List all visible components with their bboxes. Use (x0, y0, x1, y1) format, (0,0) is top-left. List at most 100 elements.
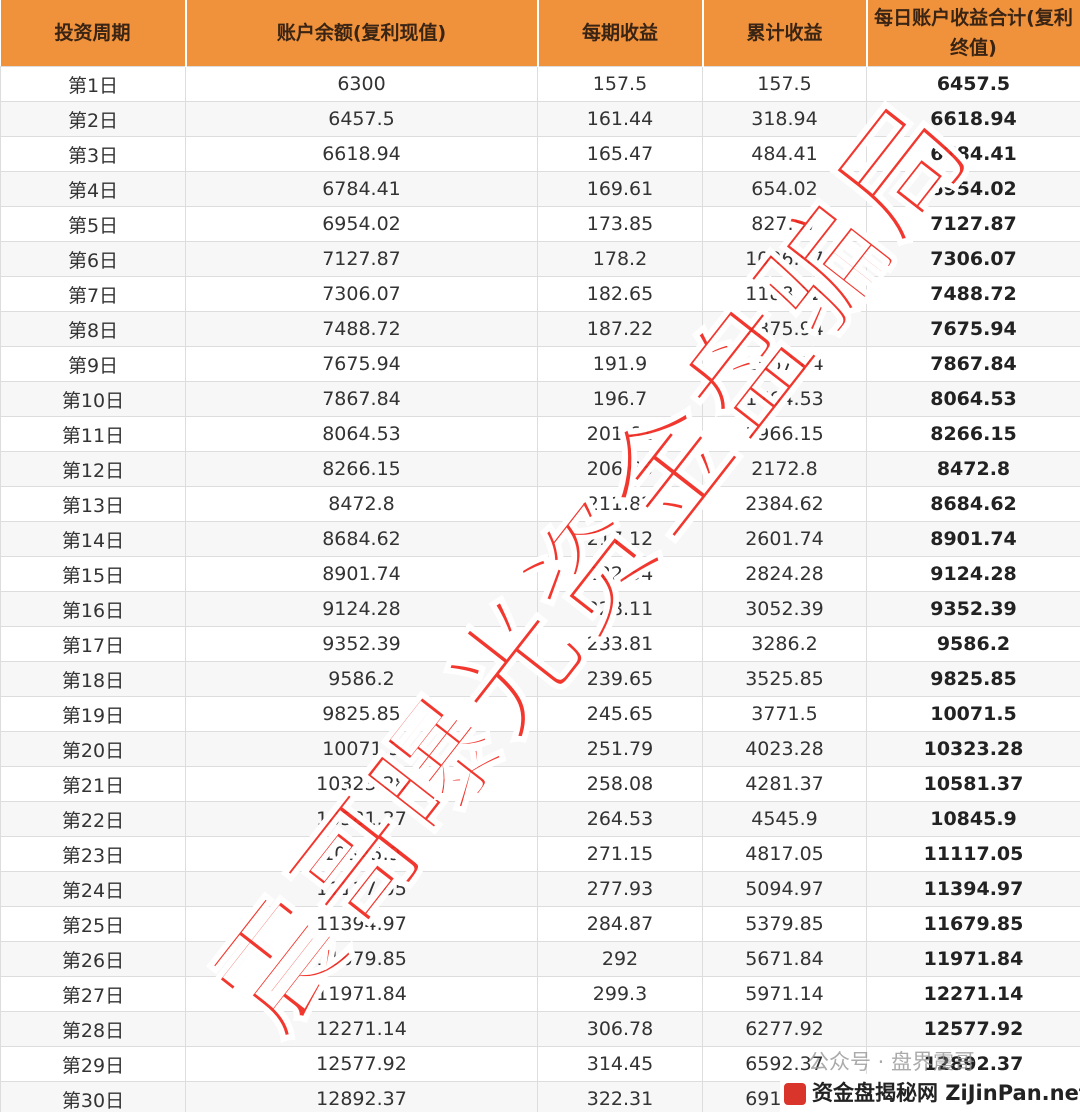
value-cell: 1006.07 (702, 241, 867, 277)
value-cell: 10071.5 (866, 696, 1080, 732)
value-cell: 245.65 (537, 696, 703, 732)
period-cell: 第10日 (0, 381, 186, 417)
table-row: 第20日 10071.5 251.79 4023.28 10323.28 (0, 731, 1080, 767)
value-cell: 6457.5 (866, 66, 1080, 102)
table-row: 第25日 11394.97 284.87 5379.85 11679.85 (0, 906, 1080, 942)
period-cell: 第28日 (0, 1011, 186, 1047)
value-cell: 4023.28 (702, 731, 867, 767)
table-row: 第21日 10323.28 258.08 4281.37 10581.37 (0, 766, 1080, 802)
value-cell: 7675.94 (866, 311, 1080, 347)
value-cell: 10581.37 (866, 766, 1080, 802)
table-row: 第6日 7127.87 178.2 1006.07 7306.07 (0, 241, 1080, 277)
value-cell: 7488.72 (185, 311, 538, 347)
value-cell: 206.65 (537, 451, 703, 487)
value-cell: 6784.41 (185, 171, 538, 207)
value-cell: 11394.97 (866, 871, 1080, 907)
value-cell: 9352.39 (185, 626, 538, 662)
period-cell: 第13日 (0, 486, 186, 522)
period-cell: 第19日 (0, 696, 186, 732)
value-cell: 8901.74 (866, 521, 1080, 557)
value-cell: 9124.28 (185, 591, 538, 627)
value-cell: 9586.2 (185, 661, 538, 697)
value-cell: 1764.53 (702, 381, 867, 417)
value-cell: 6784.41 (866, 136, 1080, 172)
value-cell: 1567.84 (702, 346, 867, 382)
value-cell: 239.65 (537, 661, 703, 697)
period-cell: 第24日 (0, 871, 186, 907)
value-cell: 211.82 (537, 486, 703, 522)
value-cell: 7127.87 (185, 241, 538, 277)
table-row: 第9日 7675.94 191.9 1567.84 7867.84 (0, 346, 1080, 382)
value-cell: 6618.94 (185, 136, 538, 172)
value-cell: 7867.84 (185, 381, 538, 417)
table-row: 第2日 6457.5 161.44 318.94 6618.94 (0, 101, 1080, 137)
table-row: 第5日 6954.02 173.85 827.87 7127.87 (0, 206, 1080, 242)
value-cell: 6457.5 (185, 101, 538, 137)
value-cell: 3052.39 (702, 591, 867, 627)
value-cell: 8684.62 (185, 521, 538, 557)
value-cell: 306.78 (537, 1011, 703, 1047)
table-row: 第8日 7488.72 187.22 1375.94 7675.94 (0, 311, 1080, 347)
value-cell: 161.44 (537, 101, 703, 137)
value-cell: 8064.53 (866, 381, 1080, 417)
site-text: 资金盘揭秘网 ZiJinPan.net (812, 1081, 1080, 1105)
value-cell: 228.11 (537, 591, 703, 627)
value-cell: 12892.37 (185, 1081, 538, 1112)
value-cell: 1375.94 (702, 311, 867, 347)
value-cell: 6300 (185, 66, 538, 102)
value-cell: 9586.2 (866, 626, 1080, 662)
header-cell: 投资周期 (0, 0, 187, 67)
period-cell: 第23日 (0, 836, 186, 872)
value-cell: 5671.84 (702, 941, 867, 977)
table-row: 第22日 10581.37 264.53 4545.9 10845.9 (0, 801, 1080, 837)
table-row: 第18日 9586.2 239.65 3525.85 9825.85 (0, 661, 1080, 697)
table-row: 第7日 7306.07 182.65 1188.72 7488.72 (0, 276, 1080, 312)
value-cell: 9825.85 (185, 696, 538, 732)
header-row: 投资周期 账户余额(复利现值) 每期收益 累计收益 每日账户收益合计(复利终值) (0, 0, 1080, 67)
value-cell: 9825.85 (866, 661, 1080, 697)
value-cell: 4545.9 (702, 801, 867, 837)
value-cell: 9124.28 (866, 556, 1080, 592)
watermark-account: 公众号 · 盘界震哥 (808, 1050, 976, 1074)
value-cell: 827.87 (702, 206, 867, 242)
value-cell: 4281.37 (702, 766, 867, 802)
table-row: 第19日 9825.85 245.65 3771.5 10071.5 (0, 696, 1080, 732)
table-row: 第12日 8266.15 206.65 2172.8 8472.8 (0, 451, 1080, 487)
value-cell: 191.9 (537, 346, 703, 382)
table-row: 第1日 6300 157.5 157.5 6457.5 (0, 66, 1080, 102)
value-cell: 5094.97 (702, 871, 867, 907)
value-cell: 6277.92 (702, 1011, 867, 1047)
period-cell: 第3日 (0, 136, 186, 172)
value-cell: 1188.72 (702, 276, 867, 312)
value-cell: 4817.05 (702, 836, 867, 872)
value-cell: 182.65 (537, 276, 703, 312)
table-body: 第1日 6300 157.5 157.5 6457.5 第2日 6457.5 161.44 31… (0, 66, 1080, 1112)
value-cell: 12577.92 (866, 1011, 1080, 1047)
value-cell: 8684.62 (866, 486, 1080, 522)
period-cell: 第12日 (0, 451, 186, 487)
value-cell: 271.15 (537, 836, 703, 872)
period-cell: 第7日 (0, 276, 186, 312)
table-row: 第15日 8901.74 222.54 2824.28 9124.28 (0, 556, 1080, 592)
value-cell: 258.08 (537, 766, 703, 802)
value-cell: 6592.37 (702, 1046, 867, 1082)
value-cell: 5971.14 (702, 976, 867, 1012)
value-cell: 12577.92 (185, 1046, 538, 1082)
table-header: 投资周期 账户余额(复利现值) 每期收益 累计收益 每日账户收益合计(复利终值) (0, 0, 1080, 67)
value-cell: 7306.07 (866, 241, 1080, 277)
value-cell: 10323.28 (866, 731, 1080, 767)
value-cell: 217.12 (537, 521, 703, 557)
value-cell: 11117.05 (185, 871, 538, 907)
table-row: 第23日 10845.9 271.15 4817.05 11117.05 (0, 836, 1080, 872)
table-row: 第28日 12271.14 306.78 6277.92 12577.92 (0, 1011, 1080, 1047)
period-cell: 第14日 (0, 521, 186, 557)
value-cell: 8472.8 (185, 486, 538, 522)
value-cell: 173.85 (537, 206, 703, 242)
value-cell: 196.7 (537, 381, 703, 417)
value-cell: 10581.37 (185, 801, 538, 837)
period-cell: 第5日 (0, 206, 186, 242)
value-cell: 8064.53 (185, 416, 538, 452)
table-row: 第13日 8472.8 211.82 2384.62 8684.62 (0, 486, 1080, 522)
